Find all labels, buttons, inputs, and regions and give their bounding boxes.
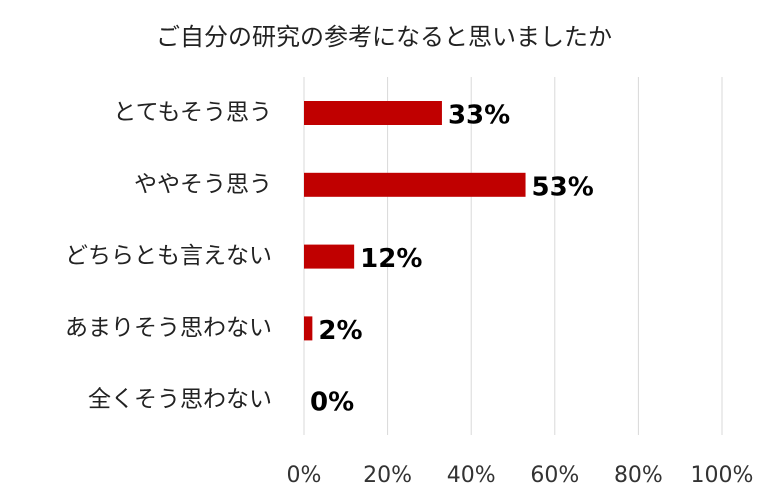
x-tick-label: 0% [287,463,322,488]
category-label: ややそう思う [134,171,272,197]
x-tick-label: 80% [614,463,663,488]
bar [304,101,442,125]
value-label: 33% [448,101,510,131]
category-label: どちらとも言えない [65,243,272,269]
value-label: 2% [318,316,362,346]
bar [304,172,526,197]
value-label: 0% [310,388,354,418]
bar [304,316,313,341]
x-tick-label: 40% [447,463,496,488]
x-tick-label: 20% [363,463,412,488]
x-tick-label: 100% [691,463,754,488]
x-tick-label: 60% [530,463,579,488]
category-label: とてもそう思う [113,100,272,126]
value-label: 53% [532,172,594,202]
category-label: 全くそう思わない [88,387,272,413]
chart-title: ご自分の研究の参考になると思いましたか [156,23,612,51]
category-label: あまりそう思わない [65,315,272,341]
bar [304,244,355,269]
value-label: 12% [360,244,422,274]
